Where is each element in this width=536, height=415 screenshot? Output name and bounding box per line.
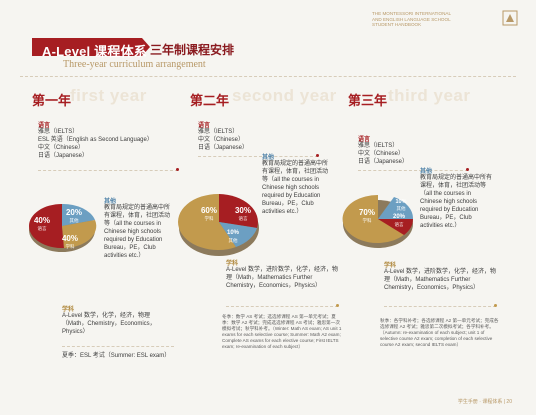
year-1-other-heading: 其他	[104, 199, 117, 205]
year-3-exam-text: 秋季：各学科补考；各选修课程 A2 第一单元考试；完成各选修课程 A2 考试；雅…	[380, 318, 499, 347]
year-ghost-text: third year	[388, 86, 471, 105]
year-3-subject-heading: 学科	[384, 263, 397, 269]
year-ghost-text: second year	[232, 86, 337, 105]
page-footer: 学生手册 · 课程体系 | 20	[457, 399, 512, 405]
pie-label-pct: 40%	[61, 234, 78, 243]
pie-label-name: 语言	[238, 216, 248, 221]
pie-slice-language	[219, 194, 258, 228]
year-3-other-heading: 其他	[420, 169, 433, 175]
year-1-subject-text: A-Level 数学，化学，经济，物理（Math，Chemistry，Econo…	[62, 313, 156, 335]
pie-label-name: 语言	[394, 222, 404, 227]
pie-slice-subject	[342, 194, 410, 243]
pie-slice-other	[62, 203, 95, 226]
year-3-subject-text: A-Level 数学，进阶数学，化学，经济，物理（Math，Mathematic…	[384, 269, 497, 291]
list-item: 日语（Japanese）	[198, 145, 249, 151]
pie-label-pct: 70%	[358, 208, 375, 217]
marker-dot	[336, 304, 339, 307]
year-2-language-list: 雅思（IELTS） 中文（Chinese） 日语（Japanese）	[198, 128, 308, 152]
pie-label-pct: 60%	[200, 206, 217, 215]
marker-dot	[466, 168, 469, 171]
year-2-exam-text: 冬季：数学 AS 考试；选选修课程 AS 第一单元考试；夏季：数学 A2 考试；…	[222, 314, 342, 349]
divider-line	[62, 346, 174, 347]
list-item: 雅思（IELTS）	[198, 129, 239, 135]
divider-line	[226, 306, 338, 307]
pie-label-name: 学科	[204, 216, 214, 221]
list-item: 日语（Japanese）	[38, 153, 89, 159]
pie-label-pct: 20%	[65, 208, 82, 217]
year-1-exam-text: 夏季：ESL 考试（Summer: ESL exam）	[62, 353, 171, 359]
pie-label-pct: 40%	[33, 216, 50, 225]
year-3-other-text: 教育局规定的普通高中所有课程，体育，社团活动等（all the courses …	[420, 175, 493, 229]
year-1-language-heading: 语言	[38, 123, 51, 129]
pie-label-name: 语言	[37, 226, 47, 231]
year-2-other-heading: 其他	[262, 155, 275, 161]
year-3-language-list: 雅思（IELTS） 中文（Chinese） 日语（Japanese）	[358, 142, 458, 166]
divider-line	[198, 156, 318, 157]
pie-label-name: 学科	[65, 244, 75, 249]
page-title-english: Three-year curriculum arrangement	[63, 59, 206, 70]
year-2-other-text: 教育局规定的普通高中所有课程，体育，社团活动等（all the courses …	[262, 161, 329, 215]
list-item: ESL 英语（English as Second Language）	[38, 137, 153, 143]
list-item: 中文（Chinese）	[38, 145, 85, 151]
divider-line	[38, 170, 178, 171]
page-subtitle: 三年制课程安排	[150, 43, 235, 57]
pie-slice-language	[29, 204, 62, 226]
school-name-line: STUDENT HANDBOOK	[372, 22, 422, 28]
pie-label-pct: 20%	[392, 214, 405, 220]
list-item: 雅思（IELTS）	[38, 129, 79, 135]
list-item: 雅思（IELTS）	[358, 143, 399, 149]
pie-label-pct: 30%	[234, 206, 251, 215]
year-2-label: 第二年	[190, 93, 230, 108]
pie-label-name: 其他	[396, 206, 406, 211]
school-logo-icon	[502, 10, 518, 26]
pie-slice-language-lower	[28, 226, 64, 249]
year-2-pie-chart	[178, 193, 259, 256]
year-2-subject-text: A-Level 数学，进阶数学，化学，经济，物理（Math，Mathematic…	[226, 267, 339, 289]
title-banner	[32, 38, 150, 56]
list-item: 中文（Chinese）	[198, 137, 245, 143]
year-3-label: 第三年	[348, 93, 388, 108]
year-1-pie-chart	[28, 203, 97, 252]
marker-dot	[176, 168, 179, 171]
pie-label-name: 其他	[69, 218, 79, 223]
divider-line	[384, 306, 496, 307]
list-item: 中文（Chinese）	[358, 151, 405, 157]
pie-slice-other	[219, 222, 257, 247]
page-title: A-Level 课程体系	[42, 44, 147, 59]
school-name-line: THE MONTESSORI INTERNATIONAL	[372, 11, 452, 16]
pie-slice-subject	[62, 220, 97, 248]
marker-dot	[316, 154, 319, 157]
pie-label-name: 学科	[362, 218, 372, 223]
year-ghost-text: first year	[70, 86, 147, 105]
year-3-pie-chart	[342, 194, 414, 248]
divider-line	[358, 170, 468, 171]
school-name: THE MONTESSORI INTERNATIONAL AND ENGLISH…	[372, 11, 498, 28]
pie-label-pct: 10%	[226, 230, 239, 236]
year-1-label: 第一年	[32, 93, 72, 108]
marker-dot	[494, 304, 497, 307]
pie-label-pct: 10%	[395, 199, 407, 205]
pie-slice-other	[378, 197, 414, 219]
pie-slice-language	[378, 219, 413, 235]
divider-line	[20, 76, 516, 77]
year-2-language-heading: 语言	[198, 123, 211, 129]
year-2-subject-heading: 学科	[226, 261, 239, 267]
list-item: 日语（Japanese）	[358, 159, 409, 165]
year-1-other-text: 教育局规定的普通高中所有课程，体育，社团活动等（all the courses …	[104, 205, 171, 259]
year-3-language-heading: 语言	[358, 137, 371, 143]
pie-label-name: 其他	[228, 238, 238, 243]
year-1-subject-heading: 学科	[62, 307, 75, 313]
pie-slice-subject	[178, 193, 236, 250]
school-name-line: AND ENGLISH LANGUAGE SCHOOL	[372, 16, 451, 22]
year-1-language-list: 雅思（IELTS） ESL 英语（English as Second Langu…	[38, 128, 188, 160]
